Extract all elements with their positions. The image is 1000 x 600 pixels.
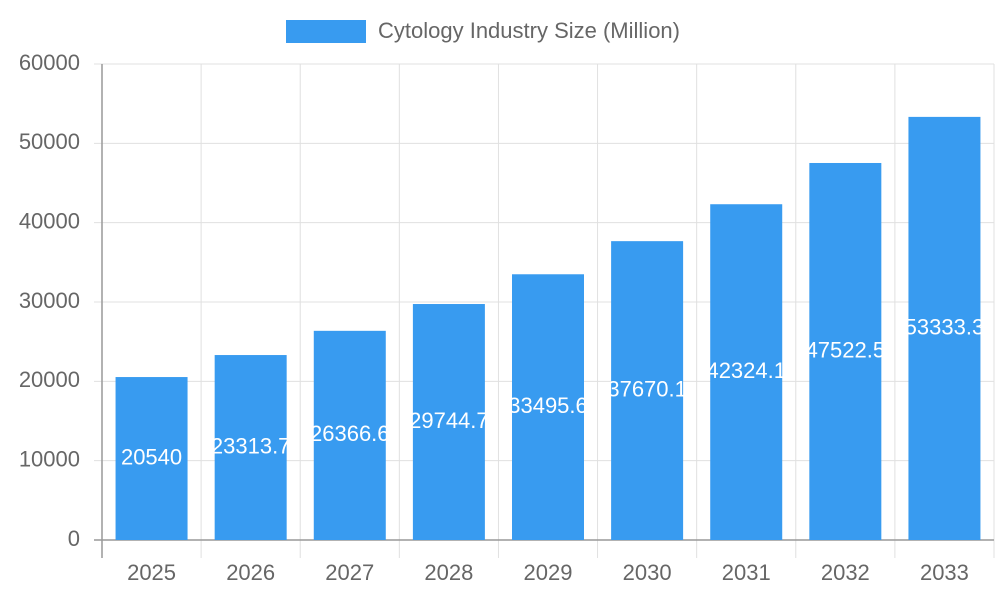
bar [214,355,287,540]
value-label: 33495.6 [508,393,588,418]
y-tick-label: 60000 [19,50,80,75]
x-tick-label: 2030 [623,560,672,585]
x-tick-label: 2031 [722,560,771,585]
x-tick-label: 2026 [226,560,275,585]
bar [611,241,684,540]
bar [412,304,485,540]
y-tick-label: 20000 [19,367,80,392]
value-label: 20540 [121,444,182,469]
y-tick-label: 40000 [19,208,80,233]
bar [908,116,981,540]
x-tick-label: 2027 [325,560,374,585]
x-tick-label: 2029 [524,560,573,585]
value-label: 37670.1 [607,376,687,401]
y-tick-label: 0 [68,526,80,551]
value-label: 23313.7 [211,433,291,458]
x-tick-label: 2033 [920,560,969,585]
value-label: 47522.5 [806,337,886,362]
bar [313,330,386,540]
x-tick-label: 2032 [821,560,870,585]
value-label: 26366.6 [310,421,390,446]
bar [512,274,584,540]
bar [115,377,188,540]
legend-swatch [286,20,366,43]
value-label: 29744.7 [409,408,489,433]
value-label: 53333.3 [905,314,985,339]
legend-label: Cytology Industry Size (Million) [378,18,680,43]
bar [710,204,783,540]
x-tick-label: 2028 [424,560,473,585]
y-tick-label: 10000 [19,446,80,471]
y-tick-label: 50000 [19,129,80,154]
bar-group: 20540 23313.7 26366.6 29744.7 33495.6 37670.1… [115,116,985,540]
y-tick-label: 30000 [19,288,80,313]
bar [809,162,882,540]
x-tick-label: 2025 [127,560,176,585]
value-label: 42324.1 [706,358,786,383]
